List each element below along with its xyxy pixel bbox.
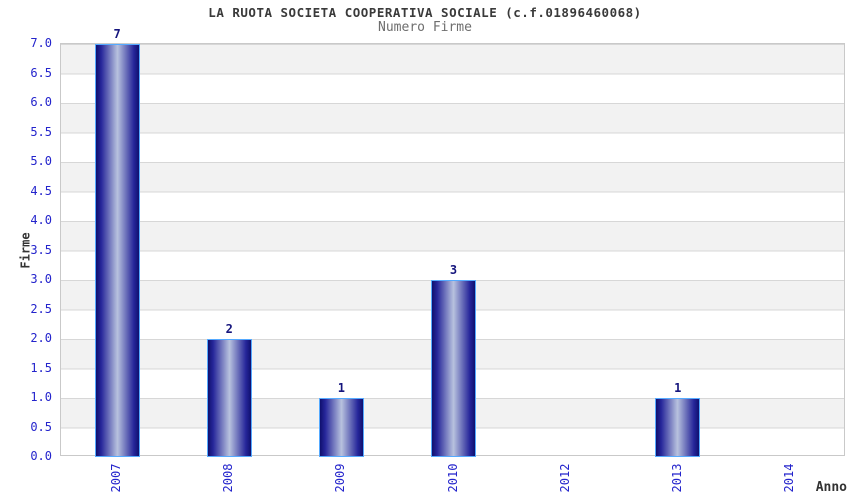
bar-value-label: 2 (225, 322, 233, 336)
bar-value-label: 7 (113, 27, 121, 41)
y-axis-tick-label: 3.0 (30, 272, 52, 286)
y-axis-tick-label: 1.5 (30, 360, 52, 375)
x-axis-tick-label: 2014 (781, 463, 796, 493)
bar-2009 (318, 398, 364, 457)
y-axis-tick-label: 6.0 (30, 95, 52, 109)
y-axis-tick-label: 1.0 (30, 390, 52, 404)
y-axis-tick-label: 7.0 (30, 36, 52, 50)
y-axis-tick-label: 2.0 (30, 331, 52, 345)
x-axis-title: Anno (815, 480, 847, 495)
x-axis-tick-label: 2009 (333, 463, 348, 493)
plot-area: 7 2 1 3 1 (60, 27, 845, 457)
x-axis-tick-label: 2010 (445, 463, 460, 493)
y-axis-tick-label: 3.5 (30, 242, 52, 257)
bar-value-label: 3 (449, 263, 458, 277)
y-axis-title: Firme (18, 232, 33, 269)
x-axis-tick-label: 2007 (109, 463, 124, 493)
bar-2010 (431, 280, 476, 457)
bar-2013 (655, 398, 701, 457)
x-axis-tick-label: 2008 (221, 463, 236, 493)
y-axis-tick-label: 0.0 (30, 449, 52, 463)
y-axis-tick-label: 5.5 (30, 124, 52, 139)
y-axis-tick-label: 4.0 (30, 213, 52, 227)
y-axis-tick-label: 6.5 (30, 65, 52, 80)
y-axis-tick-label: 4.5 (30, 183, 52, 198)
chart-title: LA RUOTA SOCIETA COOPERATIVA SOCIALE (c.… (208, 5, 642, 20)
x-axis-tick-label: 2012 (557, 463, 572, 493)
y-axis-tick-label: 0.5 (30, 419, 52, 434)
y-axis-tick-label: 2.5 (30, 301, 52, 316)
bar-value-label: 1 (674, 381, 682, 395)
x-axis-tick-label: 2013 (669, 463, 684, 493)
chart-subtitle: Numero Firme (378, 20, 472, 35)
bar-2007 (94, 44, 140, 457)
y-axis-tick-label: 5.0 (30, 154, 52, 168)
bar-2008 (206, 339, 252, 457)
bar-value-label: 1 (337, 381, 345, 395)
